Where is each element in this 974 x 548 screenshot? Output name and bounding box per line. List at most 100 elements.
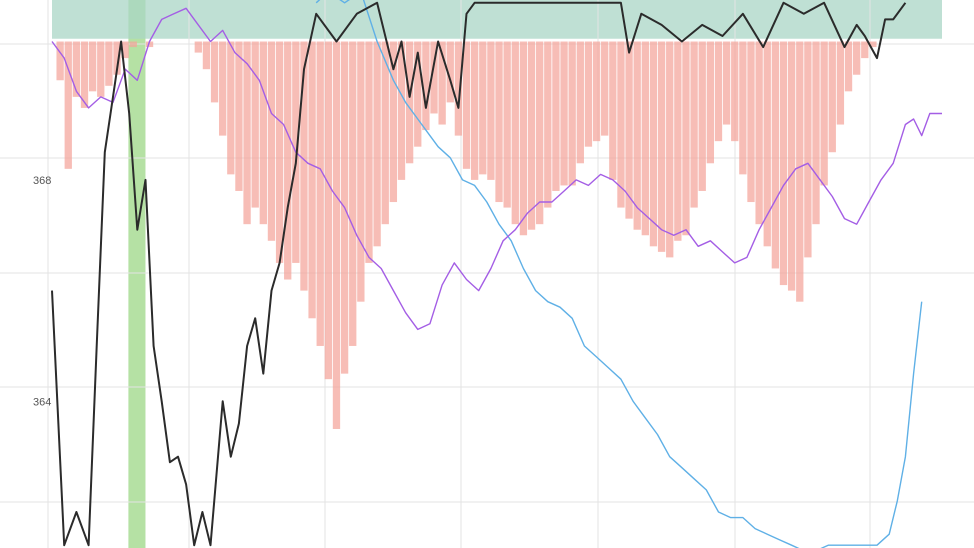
bar-mark [97, 41, 105, 97]
bar-mark [80, 41, 89, 108]
bar-mark [121, 41, 129, 59]
bar-mark [414, 41, 422, 147]
bar-mark [796, 41, 804, 302]
bar-mark [267, 41, 276, 241]
bar-mark [536, 41, 544, 225]
bar-mark [202, 41, 211, 70]
bar-mark [698, 41, 706, 191]
bar-mark [503, 41, 511, 208]
bar-mark [804, 41, 812, 258]
y-tick-label: 368 [33, 175, 51, 187]
bar-mark [771, 41, 780, 269]
bar-mark [316, 41, 324, 346]
highlight-hband [52, 0, 942, 39]
highlight-vband [128, 0, 146, 548]
y-tick-label: 364 [33, 396, 51, 408]
bar-mark [259, 41, 267, 225]
bar-mark [145, 41, 154, 48]
bar-mark [511, 41, 519, 225]
bar-mark [397, 41, 406, 180]
bar-mark [422, 41, 430, 131]
bar-mark [739, 41, 747, 175]
bar-mark [324, 41, 333, 380]
bar-mark [284, 41, 292, 280]
bar-mark [454, 41, 463, 136]
bar-mark [64, 41, 72, 169]
bar-mark [235, 41, 243, 191]
bar-mark [365, 41, 373, 263]
bar-mark [731, 41, 739, 142]
bar-mark [601, 41, 609, 136]
bar-mark [88, 41, 97, 92]
bar-mark [251, 41, 259, 208]
bar-mark [300, 41, 308, 291]
bar-mark [479, 41, 487, 175]
bar-mark [812, 41, 820, 225]
bar-mark [779, 41, 788, 286]
bar-mark [527, 41, 536, 230]
bar-mark [755, 41, 763, 225]
bar-mark [690, 41, 698, 208]
bar-mark [438, 41, 446, 125]
bar-mark [568, 41, 576, 186]
y-axis-tick-labels: 368 364 [33, 175, 51, 408]
bar-mark [544, 41, 552, 208]
bar-mark [853, 41, 861, 75]
purple-series-line [51, 7, 942, 331]
bar-mark [105, 41, 113, 86]
bar-mark [625, 41, 633, 219]
bar-mark [641, 41, 649, 236]
bar-mark [72, 41, 81, 97]
bar-mark [682, 41, 690, 236]
bar-mark [462, 41, 471, 169]
bar-mark [649, 41, 658, 247]
bar-mark [714, 41, 723, 142]
bar-mark [706, 41, 715, 164]
bar-mark [609, 41, 617, 180]
bar-mark [576, 41, 584, 164]
black-series-line [51, 1, 907, 547]
bar-mark [519, 41, 528, 236]
bar-mark [243, 41, 251, 225]
bar-mark [560, 41, 568, 186]
bar-mark [592, 41, 601, 142]
bar-mark [219, 41, 227, 136]
bar-mark [666, 41, 674, 258]
bar-mark [389, 41, 398, 203]
bar-mark [844, 41, 853, 92]
bar-mark [722, 41, 731, 125]
bar-mark [861, 41, 869, 59]
bar-mark [430, 41, 438, 114]
bar-mark [820, 41, 828, 186]
bar-mark [308, 41, 316, 319]
bar-mark [617, 41, 625, 208]
bar-mark [194, 41, 202, 53]
bar-mark [552, 41, 560, 191]
bar-mark [495, 41, 503, 203]
bar-mark [446, 41, 454, 103]
background-bands [52, 0, 942, 548]
bar-mark [828, 41, 836, 153]
bar-mark [836, 41, 845, 125]
bar-mark [869, 41, 877, 48]
bar-mark [210, 41, 219, 103]
bar-mark [487, 41, 495, 180]
bar-mark [113, 41, 121, 75]
blue-series-line [315, 0, 923, 548]
bar-mark [584, 41, 593, 147]
bar-mark [56, 41, 64, 81]
bar-mark [227, 41, 235, 175]
bar-mark [674, 41, 682, 241]
bar-mark [275, 41, 284, 263]
bar-mark [787, 41, 796, 291]
bar-mark [747, 41, 755, 203]
bar-mark [357, 41, 365, 302]
line-series [51, 0, 942, 548]
bar-mark [349, 41, 357, 346]
bar-series [56, 41, 877, 429]
bar-mark [763, 41, 771, 247]
bar-mark [633, 41, 641, 230]
bar-mark [381, 41, 389, 225]
